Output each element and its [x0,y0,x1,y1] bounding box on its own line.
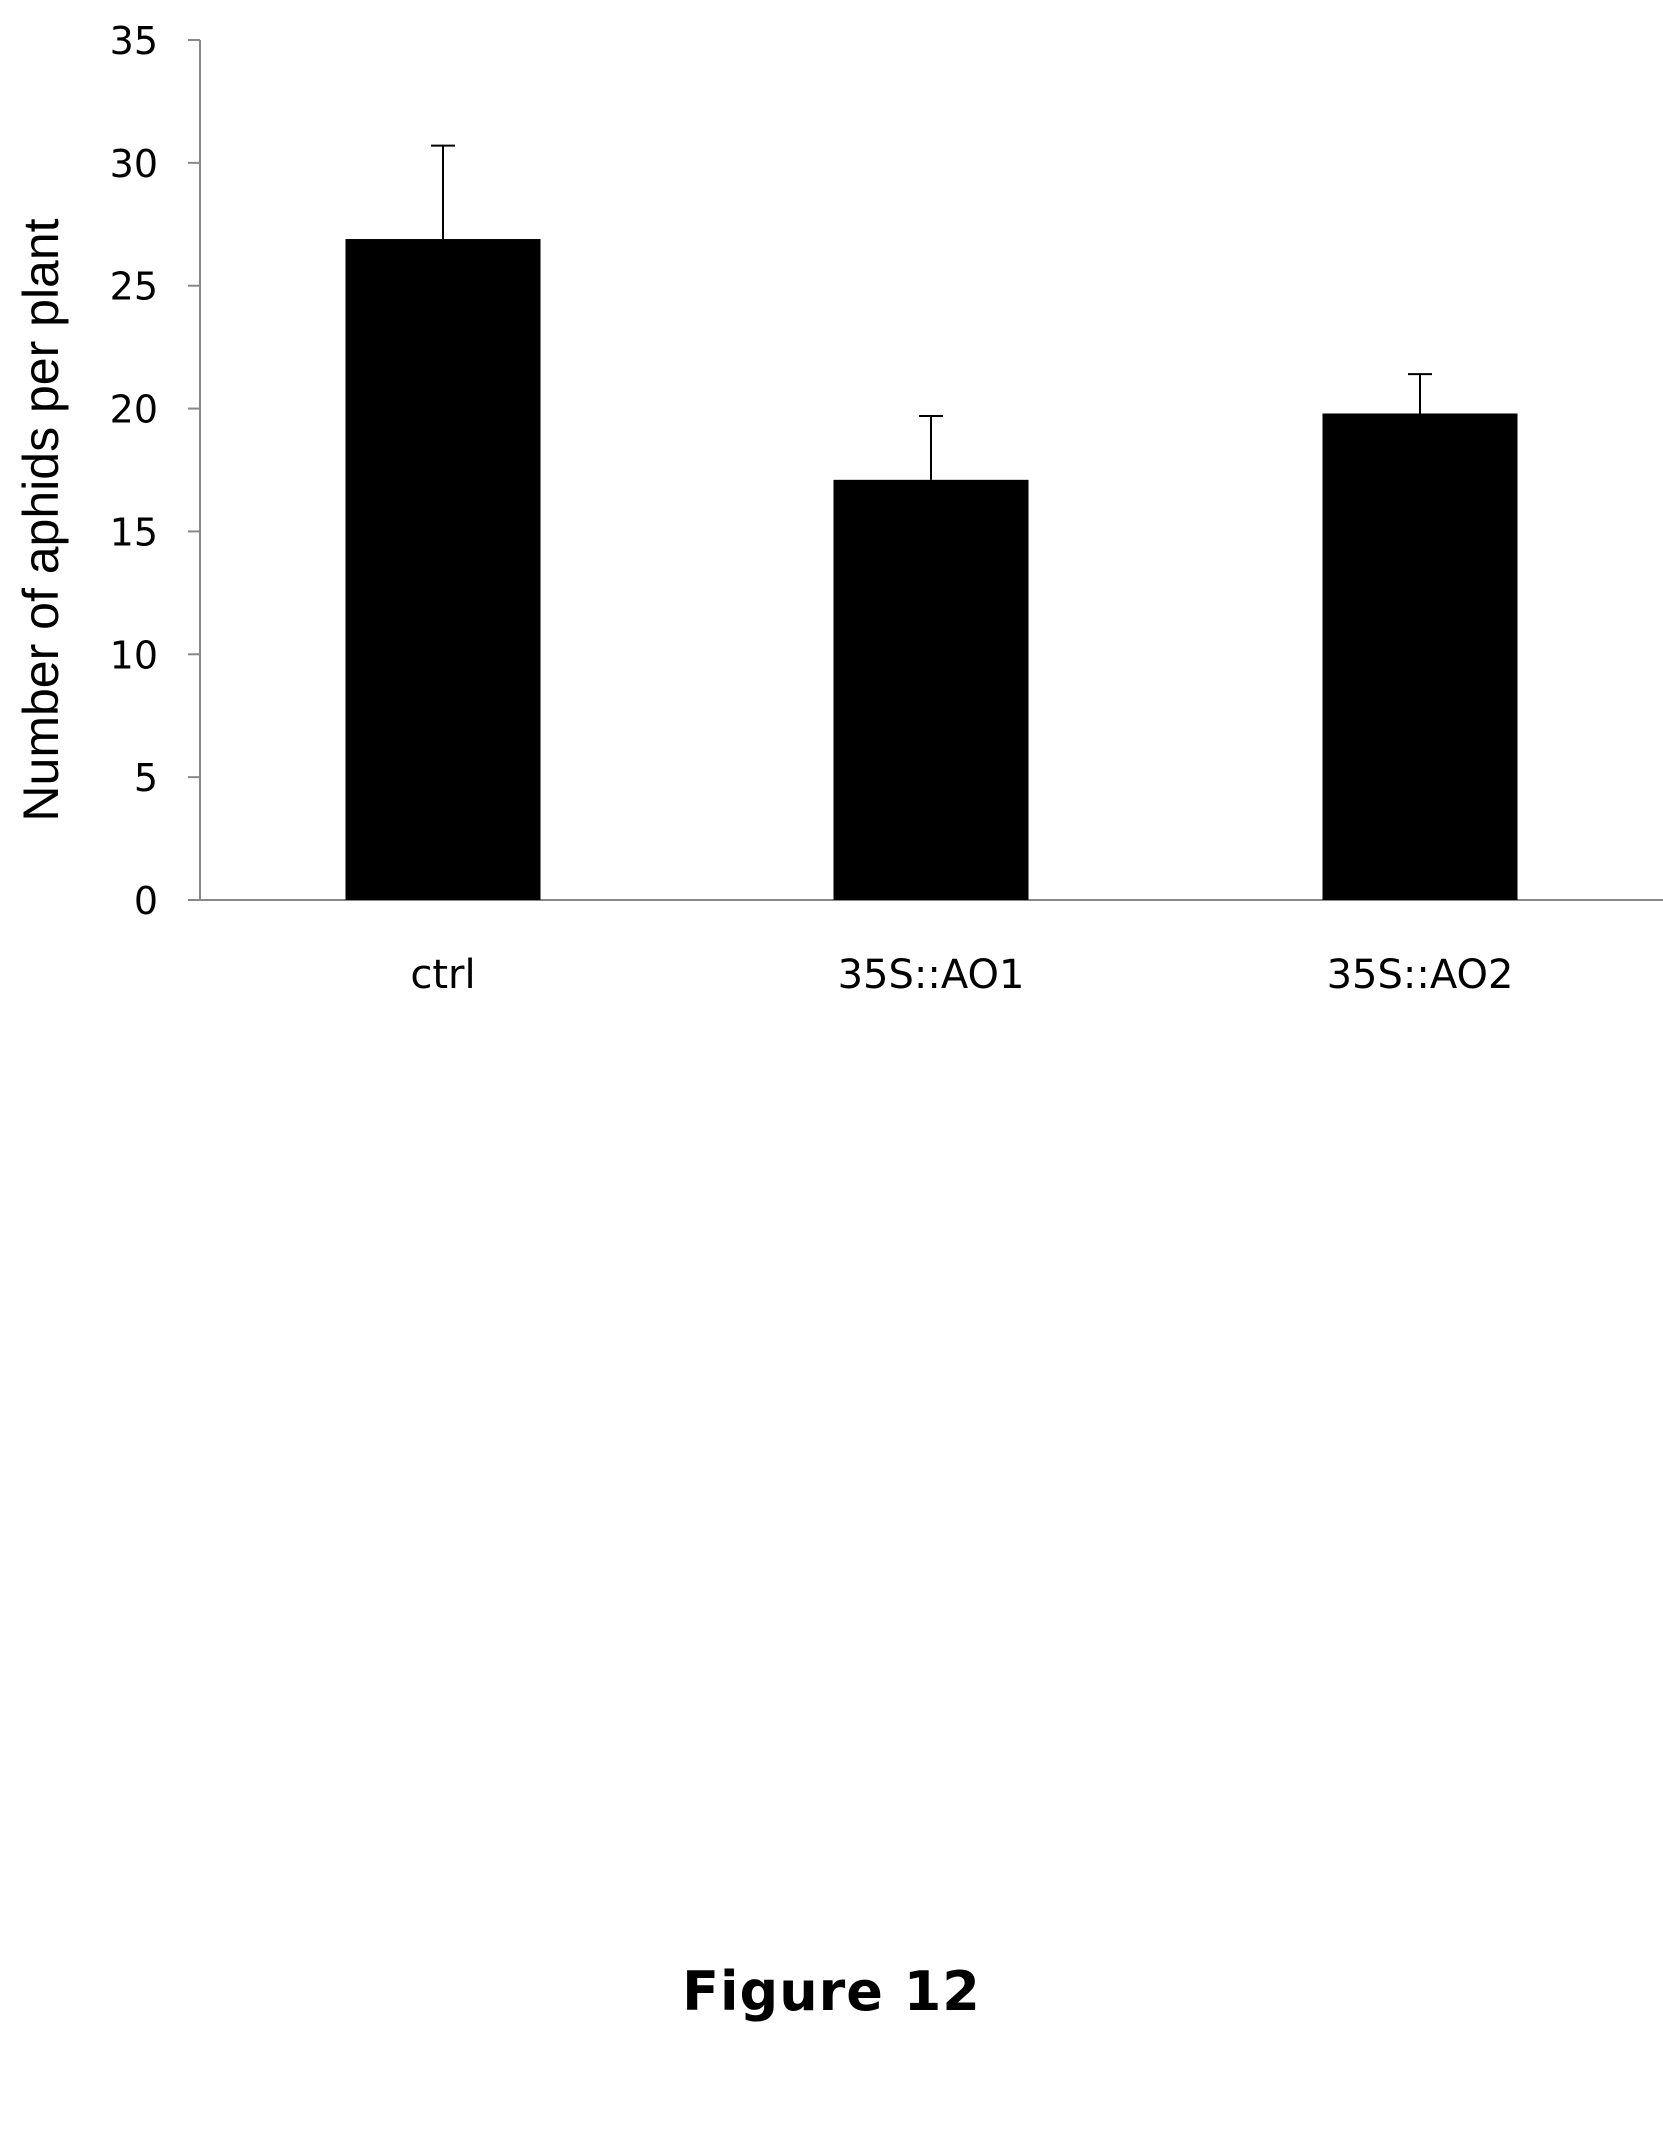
x-tick-label: ctrl [410,952,475,998]
bar-35s-ao2 [1322,413,1518,900]
x-tick-label: 35S::AO2 [1327,952,1514,998]
y-tick-label: 0 [134,879,158,923]
y-tick-label: 15 [110,510,158,554]
y-tick-label: 35 [110,19,158,63]
figure-caption: Figure 12 [682,1960,981,2023]
y-tick-label: 5 [134,756,158,800]
chart-bars [345,239,1518,900]
y-tick-label: 10 [110,633,158,677]
y-axis-label: Number of aphids per plant [13,218,69,821]
bar-35s-ao1 [833,479,1029,900]
y-tick-label: 20 [110,388,158,432]
bar-ctrl [345,239,541,900]
chart-error-bars [431,144,1432,480]
y-tick-label: 25 [110,265,158,309]
y-tick-label: 30 [110,142,158,186]
x-tick-label: 35S::AO1 [838,952,1025,998]
